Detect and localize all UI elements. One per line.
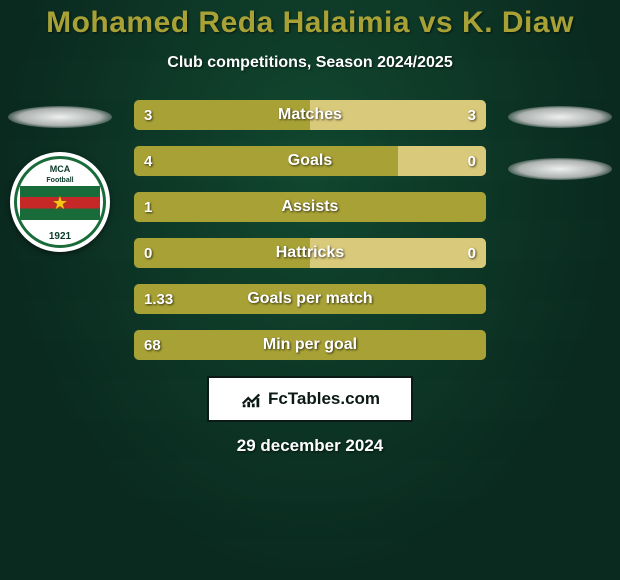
stat-row: 33Matches [134, 100, 486, 130]
stat-row: 00Hattricks [134, 238, 486, 268]
site-name: FcTables.com [268, 389, 380, 409]
stat-label: Goals per match [134, 284, 486, 314]
chart-icon [240, 388, 262, 410]
stat-row: 1Assists [134, 192, 486, 222]
club-badge-left: MCA Football ★ 1921 [10, 152, 110, 252]
comparison-content: MCA Football ★ 1921 33Matches 40Goals 1Ass… [0, 100, 620, 360]
subtitle: Club competitions, Season 2024/2025 [0, 54, 620, 72]
stat-label: Min per goal [134, 330, 486, 360]
right-player-column [500, 100, 620, 180]
badge-mid-text: Football [46, 177, 73, 184]
stat-label: Matches [134, 100, 486, 130]
club-badge-placeholder [508, 158, 612, 180]
stat-label: Assists [134, 192, 486, 222]
badge-star-icon: ★ [10, 193, 110, 214]
left-player-column: MCA Football ★ 1921 [0, 100, 120, 252]
player-photo-placeholder [508, 106, 612, 128]
footer-date: 29 december 2024 [0, 436, 620, 456]
stat-row: 1.33Goals per match [134, 284, 486, 314]
badge-top-text: MCA [50, 164, 71, 174]
site-badge: FcTables.com [207, 376, 413, 422]
badge-bottom-text: 1921 [10, 231, 110, 242]
player-photo-placeholder [8, 106, 112, 128]
stat-row: 68Min per goal [134, 330, 486, 360]
stat-label: Goals [134, 146, 486, 176]
stat-row: 40Goals [134, 146, 486, 176]
stats-bars: 33Matches 40Goals 1Assists 00Hattricks 1.33G… [134, 100, 486, 360]
page-title: Mohamed Reda Halaimia vs K. Diaw [0, 0, 620, 40]
stat-label: Hattricks [134, 238, 486, 268]
